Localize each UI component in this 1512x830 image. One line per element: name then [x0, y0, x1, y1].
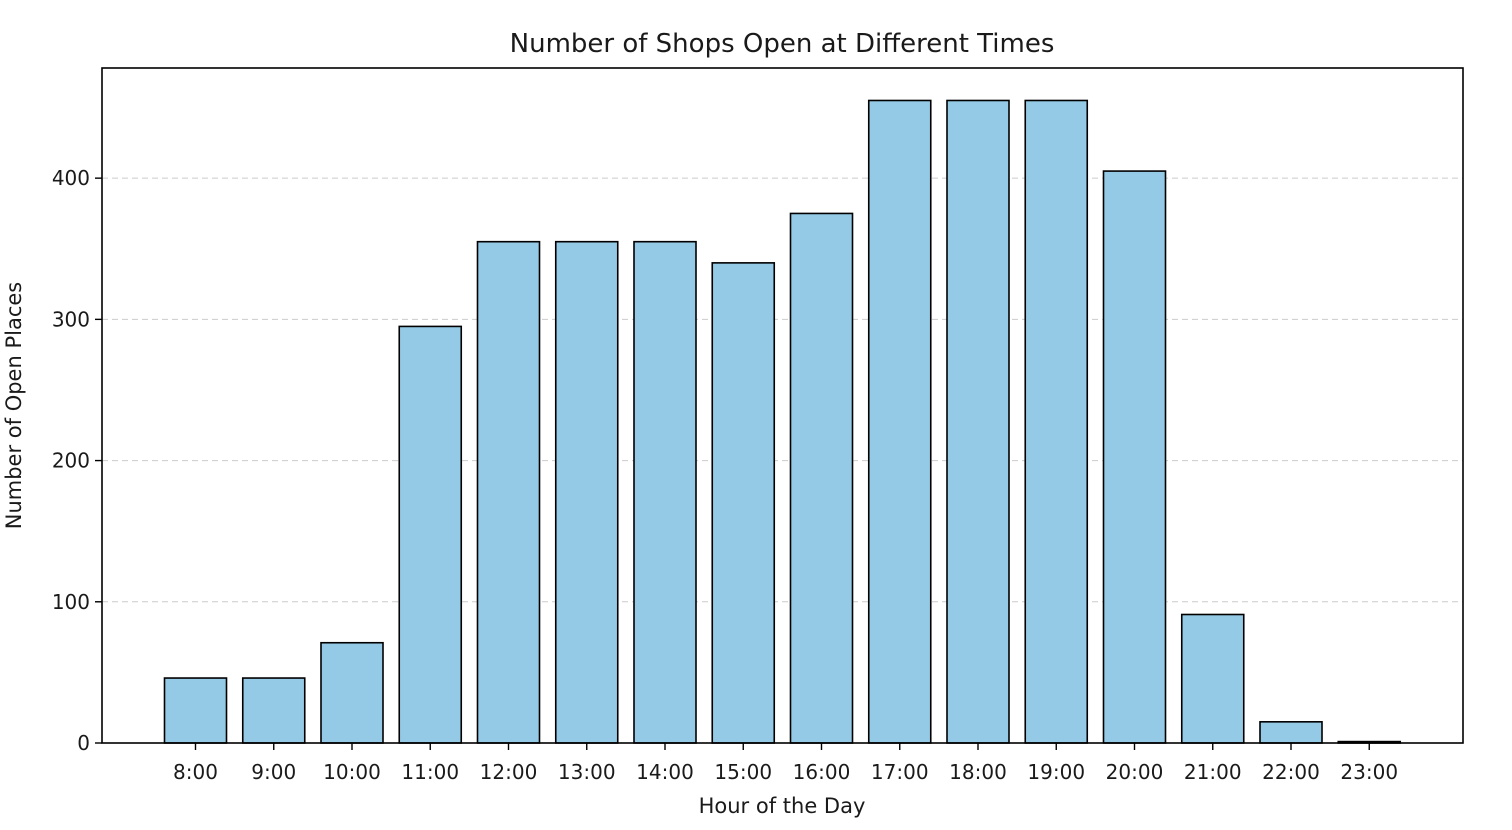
x-tick-label: 10:00	[323, 760, 381, 784]
x-tick-label: 20:00	[1106, 760, 1164, 784]
bar	[241, 677, 306, 744]
bar	[789, 212, 854, 744]
x-tick-label: 18:00	[949, 760, 1007, 784]
y-tick-label: 200	[52, 449, 90, 473]
x-tick-label: 17:00	[871, 760, 929, 784]
bar	[867, 99, 932, 744]
bars	[163, 99, 1402, 744]
bar	[1102, 170, 1167, 744]
y-tick-label: 300	[52, 307, 90, 331]
bar	[711, 262, 776, 744]
x-tick-label: 11:00	[401, 760, 459, 784]
bar	[320, 641, 384, 744]
y-tick-label: 0	[77, 731, 90, 755]
y-axis-label: Number of Open Places	[2, 282, 26, 530]
x-axis-label: Hour of the Day	[699, 794, 866, 818]
bar	[554, 240, 619, 744]
chart-title: Number of Shops Open at Different Times	[510, 29, 1055, 59]
x-axis-ticks: 8:00 9:00 10:00 11:00 12:00 13:00 14:00 15:00 16…	[173, 743, 1398, 784]
x-tick-label: 23:00	[1340, 760, 1398, 784]
bar	[476, 240, 541, 744]
x-tick-label: 9:00	[251, 760, 296, 784]
x-tick-label: 8:00	[173, 760, 218, 784]
y-axis-ticks: 0 100 200 300 400	[52, 166, 102, 755]
bar	[946, 99, 1010, 744]
bar	[398, 325, 463, 744]
bar	[1180, 613, 1245, 744]
bar	[163, 677, 228, 744]
x-tick-label: 12:00	[480, 760, 538, 784]
bar	[633, 240, 697, 744]
grid-lines	[102, 177, 1463, 603]
x-tick-label: 13:00	[558, 760, 616, 784]
x-tick-label: 15:00	[714, 760, 772, 784]
x-tick-label: 19:00	[1027, 760, 1085, 784]
bar	[1259, 721, 1323, 744]
y-tick-label: 400	[52, 166, 90, 190]
x-tick-label: 21:00	[1184, 760, 1242, 784]
bar	[1024, 99, 1089, 744]
plot-frame	[101, 67, 1464, 744]
x-tick-label: 22:00	[1262, 760, 1320, 784]
x-tick-label: 14:00	[636, 760, 694, 784]
x-tick-label: 16:00	[793, 760, 851, 784]
y-tick-label: 100	[52, 590, 90, 614]
